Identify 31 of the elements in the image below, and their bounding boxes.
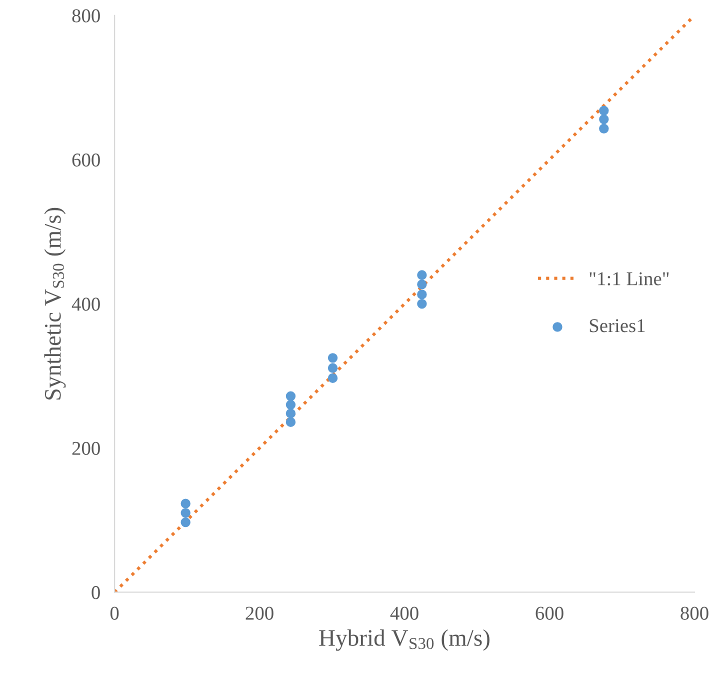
legend-label: Series1 xyxy=(590,319,645,332)
point xyxy=(417,280,427,290)
point xyxy=(599,106,609,116)
point xyxy=(286,417,296,427)
point xyxy=(180,508,190,518)
point xyxy=(328,373,338,383)
y-tick-label: 400 xyxy=(72,298,100,311)
x-tick-label: 0 xyxy=(110,606,119,620)
point xyxy=(417,270,427,280)
x-tick-label: 200 xyxy=(246,606,274,620)
y-tick-label: 0 xyxy=(92,586,100,600)
point xyxy=(286,391,296,402)
point xyxy=(328,363,338,373)
legend-label: "1:1 Line" xyxy=(590,272,669,286)
y-axis-title: Synthetic V$_{S30}$ (m/s) xyxy=(44,208,66,400)
point xyxy=(599,124,609,134)
point xyxy=(417,290,427,300)
point xyxy=(286,408,296,418)
point xyxy=(180,517,190,528)
y-tick-label: 200 xyxy=(72,442,100,455)
x-tick-label: 800 xyxy=(680,606,708,620)
y-tick-label: 800 xyxy=(72,9,100,22)
x-axis-title: Hybrid V$_{S30}$ (m/s) xyxy=(319,629,490,651)
x-tick-label: 600 xyxy=(536,606,564,620)
point xyxy=(328,353,338,363)
point xyxy=(599,114,609,124)
point xyxy=(286,400,296,410)
y-tick-label: 600 xyxy=(72,153,100,167)
point xyxy=(180,498,190,508)
point xyxy=(417,299,427,309)
x-tick-label: 400 xyxy=(390,606,418,620)
